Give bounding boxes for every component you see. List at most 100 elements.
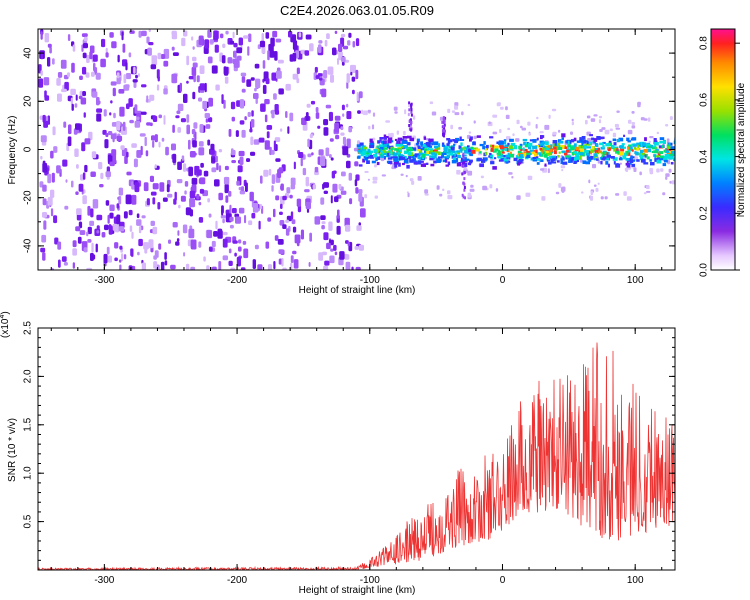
spectrogram-signal-cell <box>479 143 484 147</box>
spectrogram-halo-cell <box>623 191 627 196</box>
spectrogram-signal-cell <box>377 156 381 160</box>
spectrogram-noise-cell <box>68 124 72 135</box>
spectrogram-noise-cell <box>314 166 319 173</box>
spectrogram-noise-cell <box>144 136 147 147</box>
spectrogram-signal-cell <box>547 145 551 148</box>
spectrogram-signal-cell <box>430 149 435 154</box>
spectrogram-signal-cell <box>433 153 438 156</box>
spectrogram-noise-cell <box>266 131 270 139</box>
spectrogram-halo-cell <box>450 124 453 130</box>
spectrogram-streak-cell <box>461 172 464 176</box>
spectrogram-noise-cell <box>335 134 340 140</box>
spectrogram-noise-cell <box>258 137 265 143</box>
spectrogram-noise-cell <box>239 99 245 109</box>
spectrogram-noise-cell <box>131 143 137 148</box>
snr-panel: -300 -200 -100 0 100 0.5 1.0 1.5 2.0 2.5 Height o… <box>0 311 676 596</box>
spectrogram-noise-cell <box>171 73 178 84</box>
spectrogram-signal-cell <box>659 137 665 140</box>
spectrogram-halo-cell <box>637 102 641 108</box>
spectrogram-noise-cell <box>314 216 321 225</box>
spectrogram-halo-cell <box>540 168 545 171</box>
spectrogram-noise-cell <box>240 72 247 77</box>
spectrogram-halo-cell <box>527 175 533 180</box>
spectrogram-noise-cell <box>71 103 74 111</box>
spectrogram-noise-cell <box>250 151 256 156</box>
spectrogram-signal-cell <box>373 153 378 158</box>
spectrogram-noise-cell <box>259 40 266 48</box>
spectrogram-noise-cell <box>305 176 309 187</box>
spectrogram-noise-cell <box>47 57 51 67</box>
spectrogram-noise-cell <box>268 43 274 52</box>
spectrogram-noise-cell <box>89 51 93 60</box>
spectrogram-halo-cell <box>528 133 531 136</box>
spectrogram-signal-cell <box>658 145 662 148</box>
spectrogram-noise-cell <box>42 198 47 206</box>
spectrogram-signal-cell <box>528 145 532 150</box>
spectrogram-noise-cell <box>136 116 140 121</box>
spectrogram-y-tick-label: -40 <box>23 238 34 253</box>
spectrogram-noise-cell <box>355 266 361 270</box>
spectrogram-noise-cell <box>109 32 114 38</box>
spectrogram-noise-cell <box>87 239 92 243</box>
spectrogram-signal-cell <box>607 163 610 168</box>
spectrogram-signal-cell <box>568 160 571 163</box>
spectrogram-signal-cell <box>387 137 393 141</box>
spectrogram-noise-cell <box>92 199 99 209</box>
spectrogram-signal-cell <box>393 161 398 165</box>
spectrogram-signal-cell <box>477 157 482 162</box>
spectrogram-halo-cell <box>467 170 473 176</box>
spectrogram-noise-cell <box>159 182 165 192</box>
spectrogram-noise-cell <box>309 133 313 139</box>
spectrogram-noise-cell <box>292 226 297 233</box>
spectrogram-signal-cell <box>452 157 456 161</box>
spectrogram-noise-cell <box>332 183 338 193</box>
spectrogram-signal-cell <box>411 154 415 159</box>
spectrogram-signal-cell <box>561 137 564 140</box>
spectrogram-noise-cell <box>205 124 211 129</box>
spectrogram-halo-cell <box>394 111 398 114</box>
spectrogram-halo-cell <box>547 168 550 174</box>
spectrogram-noise-cell <box>289 54 294 62</box>
spectrogram-signal-cell <box>669 153 674 156</box>
spectrogram-halo-cell <box>590 118 596 122</box>
spectrogram-noise-cell <box>342 146 349 156</box>
spectrogram-signal-cell <box>506 148 509 152</box>
spectrogram-signal-cell <box>463 146 468 149</box>
spectrogram-noise-cell <box>50 189 55 198</box>
spectrogram-signal-cell <box>507 152 510 156</box>
spectrogram-noise-cell <box>75 123 81 130</box>
spectrogram-noise-cell <box>105 132 109 138</box>
spectrogram-halo-cell <box>400 173 404 176</box>
colorbar-tick-label: 0.4 <box>699 149 710 163</box>
spectrogram-noise-cell <box>198 201 202 206</box>
spectrogram-signal-cell <box>540 159 544 162</box>
spectrogram-signal-cell <box>543 145 546 149</box>
spectrogram-noise-cell <box>268 168 272 176</box>
spectrogram-noise-cell <box>330 248 334 252</box>
spectrogram-noise-cell <box>184 181 189 187</box>
spectrogram-signal-cell <box>438 156 443 159</box>
spectrogram-signal-cell <box>382 150 387 153</box>
spectrogram-halo-cell <box>548 114 551 119</box>
spectrogram-noise-cell <box>51 172 55 183</box>
spectrogram-halo-cell <box>508 172 513 175</box>
spectrogram-noise-cell <box>149 175 154 182</box>
spectrogram-noise-cell <box>57 241 62 250</box>
spectrogram-signal-cell <box>549 144 553 148</box>
spectrogram-signal-cell <box>436 159 441 163</box>
spectrogram-signal-cell <box>376 149 379 153</box>
spectrogram-signal-cell <box>653 154 657 157</box>
spectrogram-signal-cell <box>420 147 425 151</box>
spectrogram-noise-cell <box>141 215 146 219</box>
spectrogram-signal-cell <box>524 144 530 148</box>
spectrogram-signal-cell <box>391 145 394 148</box>
spectrogram-streak-cell <box>463 182 466 186</box>
spectrogram-streak-cell <box>443 126 446 130</box>
spectrogram-signal-cell <box>454 140 458 143</box>
spectrogram-noise-cell <box>330 195 333 204</box>
spectrogram-signal-cell <box>551 161 557 164</box>
spectrogram-halo-cell <box>619 162 622 165</box>
spectrogram-signal-cell <box>519 143 523 147</box>
spectrogram-halo-cell <box>374 195 378 199</box>
spectrogram-noise-cell <box>181 155 185 161</box>
